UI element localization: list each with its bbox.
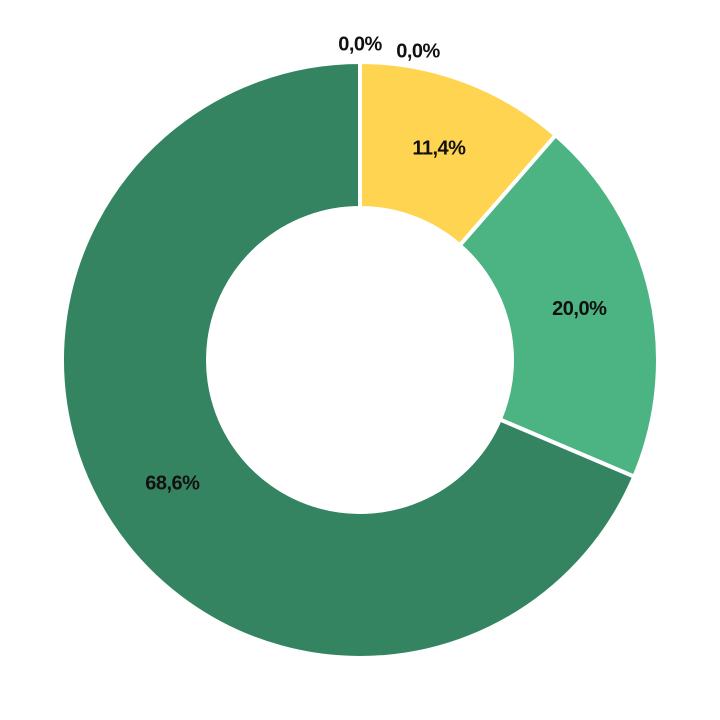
value-label: 20,0% (552, 298, 607, 320)
value-label: 0,0% (338, 33, 382, 55)
donut-slice (60, 59, 637, 660)
value-label: 0,0% (396, 40, 440, 62)
value-label: 11,4% (412, 138, 466, 160)
value-label: 68,6% (145, 472, 200, 494)
donut-slice (456, 132, 660, 480)
